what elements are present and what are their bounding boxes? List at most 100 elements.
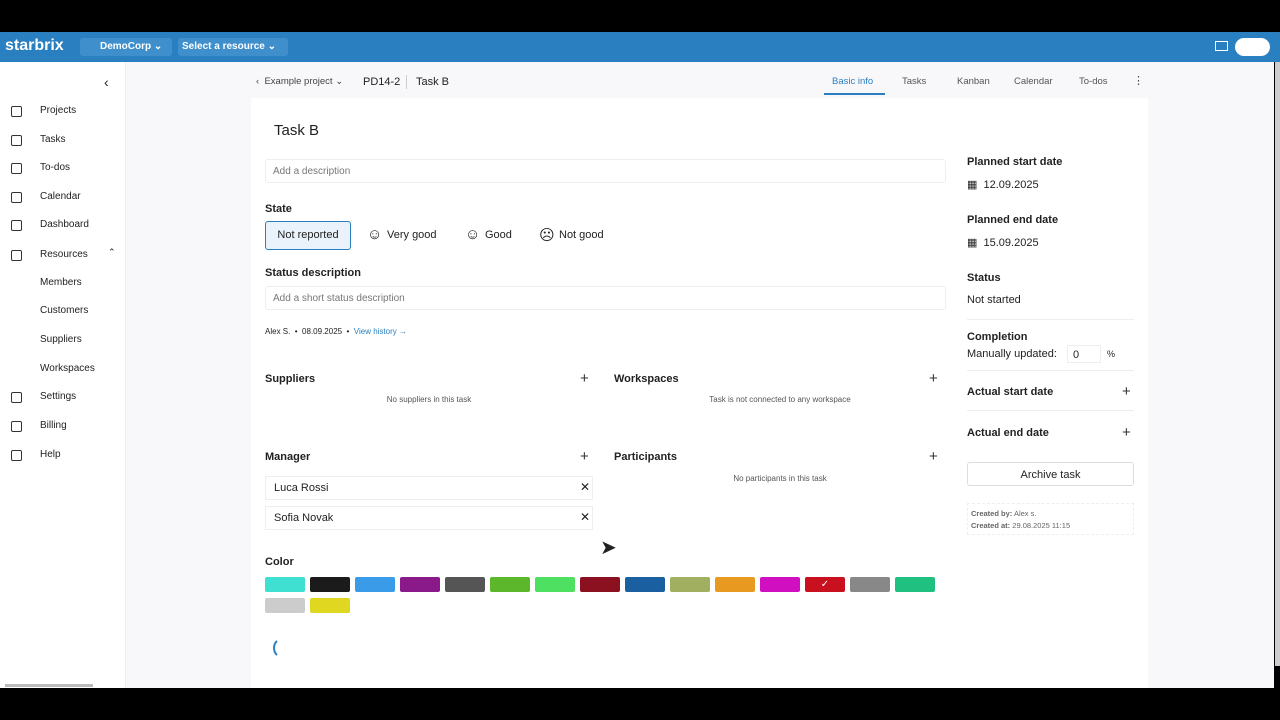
nav-icon xyxy=(11,250,22,261)
scrollbar xyxy=(1275,62,1280,666)
tab[interactable]: Tasks xyxy=(902,76,927,87)
add-participant[interactable]: + xyxy=(929,448,938,465)
top-bar: starbrix DemoCorp ⌄ Select a resource ⌄ xyxy=(0,32,1280,62)
nav-item[interactable]: Help xyxy=(40,449,61,460)
manager-title: Manager xyxy=(265,451,311,463)
sidebar: ‹ xyxy=(0,62,126,688)
resource: Select a resource xyxy=(182,41,265,52)
status: Not started xyxy=(967,294,1021,306)
tab[interactable]: Kanban xyxy=(957,76,990,87)
nav-icon xyxy=(11,135,22,146)
pe[interactable]: ▦ 15.09.2025 xyxy=(967,237,1039,249)
workspaces-title: Workspaces xyxy=(614,373,679,385)
state-icon: ☹ xyxy=(539,227,555,244)
created-at-label: Created at: xyxy=(971,521,1011,530)
nav-item[interactable]: Calendar xyxy=(40,191,81,202)
state-option[interactable]: Very good xyxy=(387,229,437,241)
h-scrollbar xyxy=(5,684,93,687)
color-swatch[interactable] xyxy=(850,577,890,592)
pe-value: 15.09.2025 xyxy=(983,237,1039,249)
mail-icon[interactable] xyxy=(1215,41,1228,51)
nav-item[interactable]: Billing xyxy=(40,420,67,431)
state-icon: ☺ xyxy=(367,226,383,243)
project-crumb[interactable]: ‹ Example project ⌄ xyxy=(256,76,344,87)
expand-icon[interactable]: ⌃ xyxy=(108,247,116,257)
meta: Alex S. • 08.09.2025 • View history → xyxy=(265,327,407,336)
color-swatch[interactable]: ✓ xyxy=(805,577,845,592)
more[interactable]: ⋮ xyxy=(1133,75,1144,87)
tab[interactable]: Calendar xyxy=(1014,76,1053,87)
participants-empty: No participants in this task xyxy=(733,474,827,483)
status-label: Status xyxy=(967,272,1001,284)
nav-item[interactable]: To-dos xyxy=(40,162,71,173)
color-swatch[interactable] xyxy=(400,577,440,592)
crumb-task: Task B xyxy=(416,76,450,88)
history[interactable]: View history → xyxy=(353,327,407,336)
nav-item[interactable]: Customers xyxy=(40,305,89,316)
add-workspace[interactable]: + xyxy=(929,370,938,387)
state-option[interactable]: Good xyxy=(485,229,512,241)
color-swatch[interactable] xyxy=(895,577,935,592)
divider xyxy=(967,319,1134,320)
nav-item[interactable]: Workspaces xyxy=(40,363,95,374)
nav-item[interactable]: Suppliers xyxy=(40,334,82,345)
suppliers-title: Suppliers xyxy=(265,373,316,385)
manager-name: Sofia Novak xyxy=(274,512,334,524)
tab[interactable]: Basic info xyxy=(832,76,874,87)
nav-item[interactable]: Dashboard xyxy=(40,219,89,230)
nav-item[interactable]: Members xyxy=(40,277,82,288)
ps-label: Planned start date xyxy=(967,156,1063,168)
created-by: Alex s. xyxy=(1013,509,1037,518)
user-menu[interactable] xyxy=(1235,38,1270,56)
created-at: 29.08.2025 11:15 xyxy=(1012,521,1071,530)
divider xyxy=(406,75,407,89)
color-swatch[interactable] xyxy=(580,577,620,592)
color-swatch[interactable] xyxy=(535,577,575,592)
color-swatch[interactable] xyxy=(715,577,755,592)
manager-row xyxy=(265,506,593,530)
color-swatch[interactable] xyxy=(670,577,710,592)
nav-item[interactable]: Settings xyxy=(40,391,77,402)
color-swatch[interactable] xyxy=(490,577,530,592)
color-swatch[interactable] xyxy=(310,598,350,613)
remove-manager[interactable]: ✕ xyxy=(580,480,591,494)
color-swatch[interactable] xyxy=(760,577,800,592)
nav-item[interactable]: Resources xyxy=(40,249,88,260)
nav-item[interactable]: Tasks xyxy=(40,134,66,145)
code: PD14-2 xyxy=(363,76,401,88)
add-actual-start[interactable]: + xyxy=(1122,383,1131,400)
ps[interactable]: ▦ 12.09.2025 xyxy=(967,179,1039,191)
nav-icon xyxy=(11,163,22,174)
add-manager[interactable]: + xyxy=(580,448,589,465)
nav-icon xyxy=(11,220,22,231)
nav-item[interactable]: Projects xyxy=(40,105,77,116)
participants-title: Participants xyxy=(614,451,677,463)
add-supplier[interactable]: + xyxy=(580,370,589,387)
project: Example project xyxy=(264,76,333,87)
add-actual-end[interactable]: + xyxy=(1122,424,1131,441)
completion-input[interactable]: 0 xyxy=(1067,345,1101,363)
divider xyxy=(967,410,1134,411)
state-option[interactable]: Not reported xyxy=(265,221,351,250)
color-swatch[interactable] xyxy=(265,577,305,592)
logo[interactable]: starbrix xyxy=(5,37,64,54)
state-option[interactable]: Not good xyxy=(559,229,604,241)
description[interactable]: Add a description xyxy=(265,159,946,183)
resource-select[interactable]: Select a resource ⌄ xyxy=(178,38,288,56)
status-desc[interactable]: Add a short status description xyxy=(265,286,946,310)
actual-start: Actual start date xyxy=(967,386,1054,398)
tab-underline xyxy=(824,93,885,95)
remove-manager[interactable]: ✕ xyxy=(580,510,591,524)
color-swatch[interactable] xyxy=(355,577,395,592)
color-swatch[interactable] xyxy=(625,577,665,592)
archive-button[interactable]: Archive task xyxy=(967,462,1134,486)
collapse[interactable]: ‹ xyxy=(104,74,109,90)
color-swatch[interactable] xyxy=(310,577,350,592)
color-swatch[interactable] xyxy=(445,577,485,592)
tab[interactable]: To-dos xyxy=(1079,76,1108,87)
color-swatch[interactable] xyxy=(265,598,305,613)
org-select[interactable]: DemoCorp ⌄ xyxy=(80,38,172,56)
state-label: State xyxy=(265,203,292,215)
color-title: Color xyxy=(265,556,294,568)
divider xyxy=(967,370,1134,371)
